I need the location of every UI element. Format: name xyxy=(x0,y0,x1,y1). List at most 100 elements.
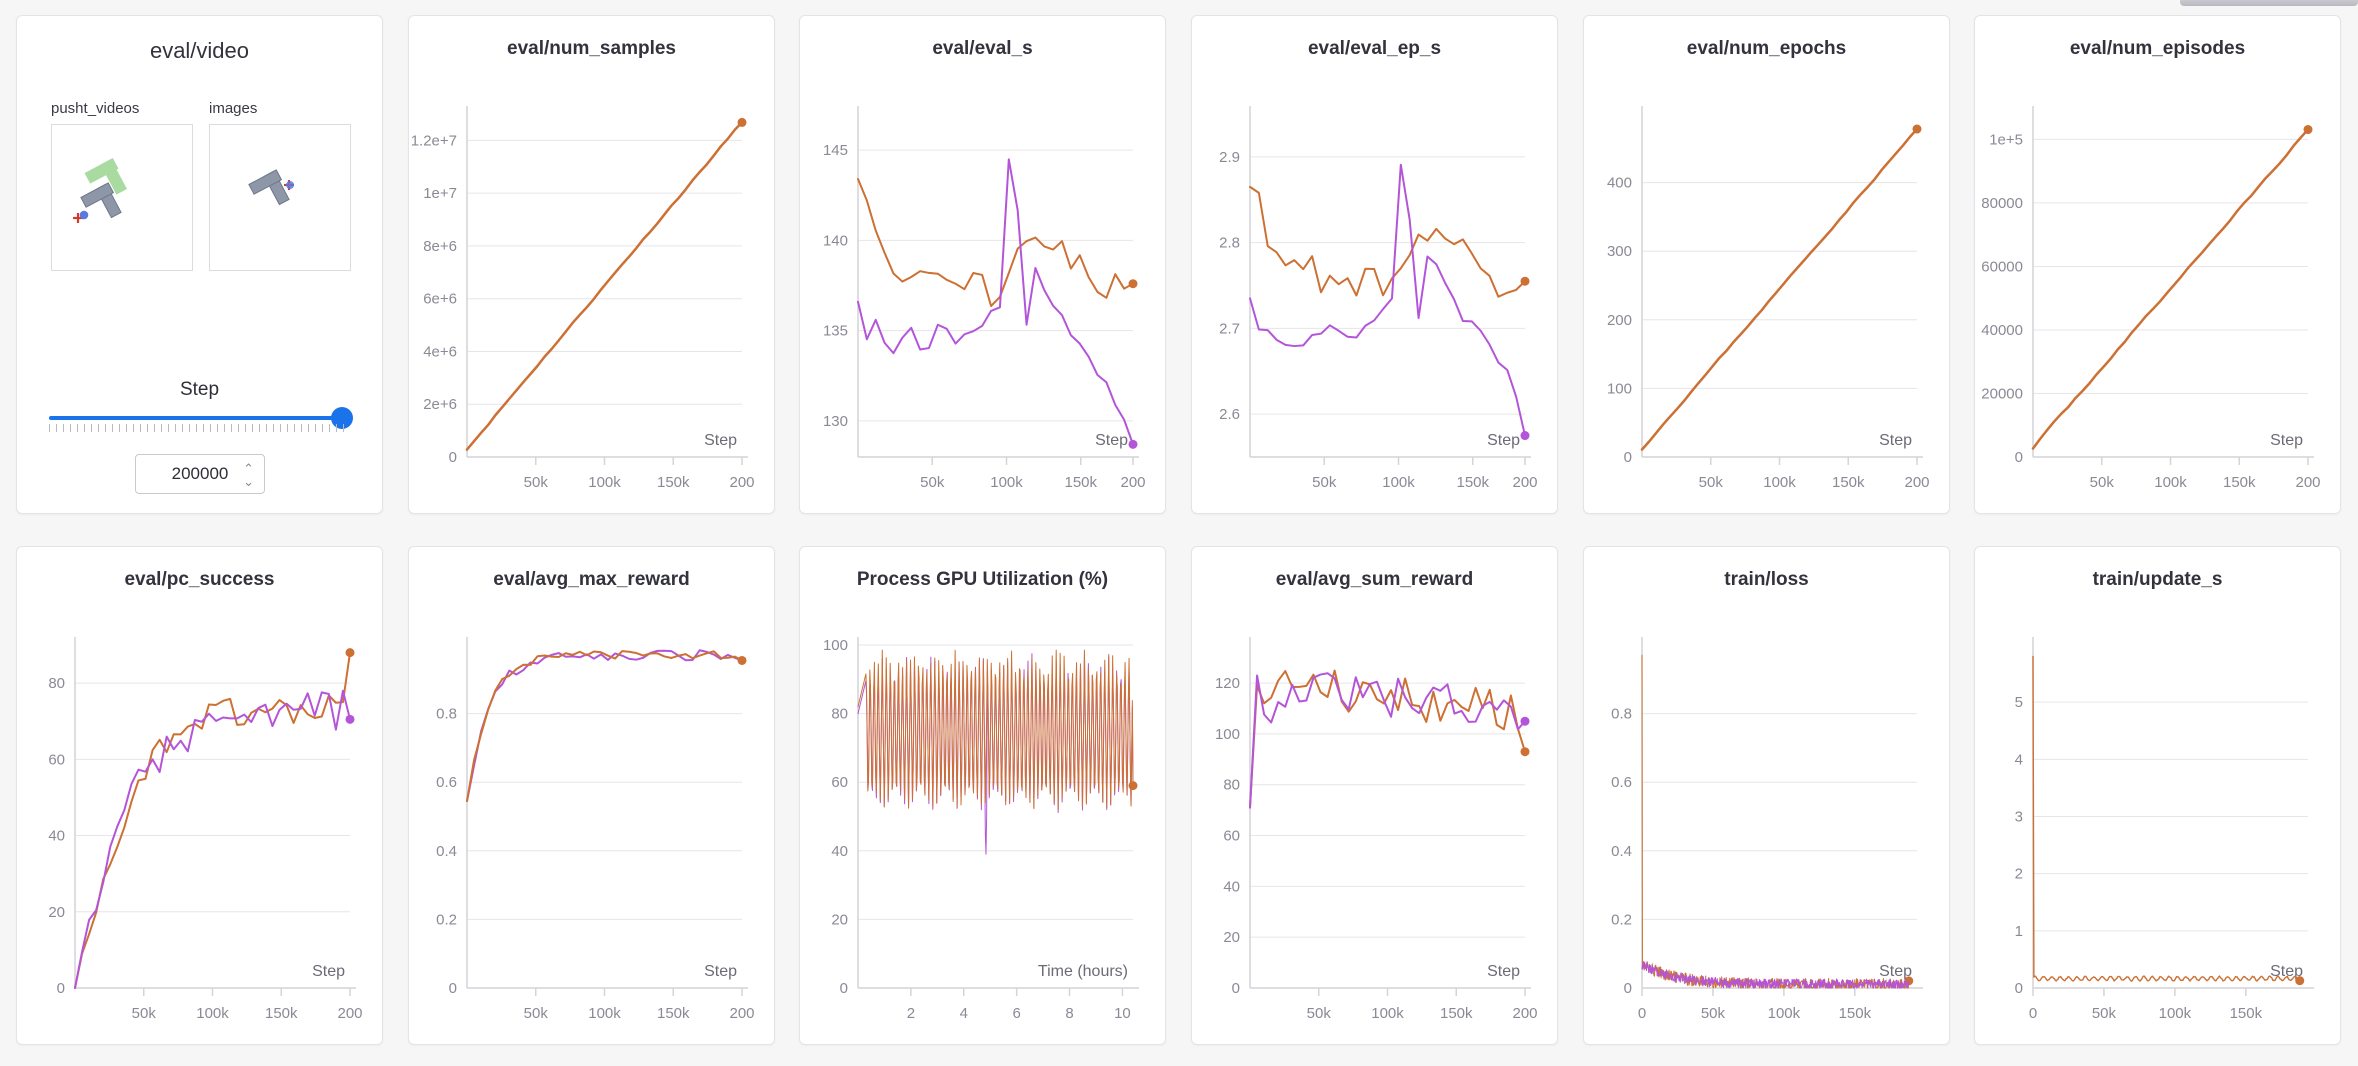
svg-text:0: 0 xyxy=(1638,1005,1646,1022)
svg-text:Step: Step xyxy=(2270,432,2303,449)
svg-text:8: 8 xyxy=(1065,1005,1073,1022)
svg-text:100k: 100k xyxy=(1768,1005,1801,1022)
svg-text:150k: 150k xyxy=(657,1005,690,1022)
svg-text:50k: 50k xyxy=(1701,1005,1726,1022)
svg-text:150k: 150k xyxy=(657,474,690,491)
svg-text:80: 80 xyxy=(1223,777,1240,794)
svg-text:2.8: 2.8 xyxy=(1219,235,1240,252)
svg-text:40: 40 xyxy=(831,843,848,860)
svg-text:4e+6: 4e+6 xyxy=(423,343,457,360)
svg-text:Step: Step xyxy=(704,963,737,980)
svg-text:100k: 100k xyxy=(1371,1005,1404,1022)
svg-text:10: 10 xyxy=(1114,1005,1131,1022)
svg-text:150k: 150k xyxy=(1832,474,1865,491)
svg-text:1: 1 xyxy=(2015,923,2023,940)
svg-text:20000: 20000 xyxy=(1981,385,2023,402)
svg-text:50k: 50k xyxy=(1312,474,1337,491)
svg-text:100k: 100k xyxy=(1382,474,1415,491)
svg-text:1.2e+7: 1.2e+7 xyxy=(411,132,457,149)
svg-text:50k: 50k xyxy=(524,1005,549,1022)
svg-text:0.6: 0.6 xyxy=(436,774,457,791)
svg-text:20: 20 xyxy=(48,904,65,921)
svg-text:130: 130 xyxy=(823,413,848,430)
svg-text:5: 5 xyxy=(2015,694,2023,711)
svg-text:0.8: 0.8 xyxy=(1611,706,1632,723)
svg-text:200: 200 xyxy=(729,1005,754,1022)
svg-text:50k: 50k xyxy=(2092,1005,2117,1022)
svg-text:100: 100 xyxy=(1215,726,1240,743)
svg-text:3: 3 xyxy=(2015,809,2023,826)
svg-text:100k: 100k xyxy=(2154,474,2187,491)
svg-text:40: 40 xyxy=(1223,878,1240,895)
svg-text:145: 145 xyxy=(823,142,848,159)
svg-text:20: 20 xyxy=(831,911,848,928)
svg-text:100k: 100k xyxy=(2159,1005,2192,1022)
svg-text:0: 0 xyxy=(840,980,848,997)
svg-text:0.8: 0.8 xyxy=(436,706,457,723)
svg-text:1e+7: 1e+7 xyxy=(423,185,457,202)
svg-text:0.2: 0.2 xyxy=(436,911,457,928)
svg-text:150k: 150k xyxy=(1456,474,1489,491)
svg-text:150k: 150k xyxy=(265,1005,298,1022)
svg-text:6: 6 xyxy=(1012,1005,1020,1022)
svg-text:20: 20 xyxy=(1223,929,1240,946)
svg-text:2e+6: 2e+6 xyxy=(423,396,457,413)
svg-text:40000: 40000 xyxy=(1981,322,2023,339)
svg-text:4: 4 xyxy=(2015,751,2023,768)
svg-text:150k: 150k xyxy=(1440,1005,1473,1022)
svg-text:100k: 100k xyxy=(990,474,1023,491)
svg-text:0: 0 xyxy=(449,980,457,997)
svg-text:135: 135 xyxy=(823,323,848,340)
svg-text:60: 60 xyxy=(1223,828,1240,845)
svg-text:100k: 100k xyxy=(1763,474,1796,491)
svg-text:8e+6: 8e+6 xyxy=(423,238,457,255)
svg-text:100k: 100k xyxy=(196,1005,229,1022)
svg-text:60000: 60000 xyxy=(1981,258,2023,275)
svg-text:200: 200 xyxy=(1904,474,1929,491)
svg-text:Step: Step xyxy=(704,432,737,449)
svg-text:150k: 150k xyxy=(2223,474,2256,491)
svg-text:Step: Step xyxy=(1095,432,1128,449)
svg-text:Step: Step xyxy=(1487,432,1520,449)
svg-text:0: 0 xyxy=(449,449,457,466)
svg-text:0.4: 0.4 xyxy=(436,843,457,860)
svg-text:1e+5: 1e+5 xyxy=(1989,131,2023,148)
svg-text:0: 0 xyxy=(2029,1005,2037,1022)
svg-text:0: 0 xyxy=(1232,980,1240,997)
svg-text:150k: 150k xyxy=(2230,1005,2263,1022)
svg-text:200: 200 xyxy=(1512,1005,1537,1022)
svg-text:2: 2 xyxy=(907,1005,915,1022)
svg-text:300: 300 xyxy=(1607,243,1632,260)
svg-text:50k: 50k xyxy=(132,1005,157,1022)
svg-text:80: 80 xyxy=(48,675,65,692)
svg-text:200: 200 xyxy=(1512,474,1537,491)
svg-text:100k: 100k xyxy=(588,474,621,491)
svg-text:100: 100 xyxy=(1607,380,1632,397)
svg-text:100k: 100k xyxy=(588,1005,621,1022)
svg-text:150k: 150k xyxy=(1064,474,1097,491)
svg-text:0.4: 0.4 xyxy=(1611,843,1632,860)
svg-text:50k: 50k xyxy=(524,474,549,491)
svg-text:200: 200 xyxy=(1120,474,1145,491)
svg-text:0: 0 xyxy=(2015,980,2023,997)
svg-text:0: 0 xyxy=(2015,449,2023,466)
svg-text:60: 60 xyxy=(831,774,848,791)
svg-text:200: 200 xyxy=(1607,312,1632,329)
svg-text:50k: 50k xyxy=(2090,474,2115,491)
svg-text:60: 60 xyxy=(48,751,65,768)
svg-text:400: 400 xyxy=(1607,175,1632,192)
svg-text:50k: 50k xyxy=(920,474,945,491)
svg-text:100: 100 xyxy=(823,637,848,654)
svg-text:Step: Step xyxy=(1879,432,1912,449)
svg-text:140: 140 xyxy=(823,232,848,249)
svg-text:0: 0 xyxy=(57,980,65,997)
svg-text:2: 2 xyxy=(2015,866,2023,883)
svg-text:0: 0 xyxy=(1624,980,1632,997)
svg-text:150k: 150k xyxy=(1839,1005,1872,1022)
svg-text:Time (hours): Time (hours) xyxy=(1038,963,1128,980)
svg-text:120: 120 xyxy=(1215,675,1240,692)
svg-text:6e+6: 6e+6 xyxy=(423,291,457,308)
svg-text:2.7: 2.7 xyxy=(1219,320,1240,337)
svg-text:200: 200 xyxy=(337,1005,362,1022)
svg-text:0.6: 0.6 xyxy=(1611,774,1632,791)
